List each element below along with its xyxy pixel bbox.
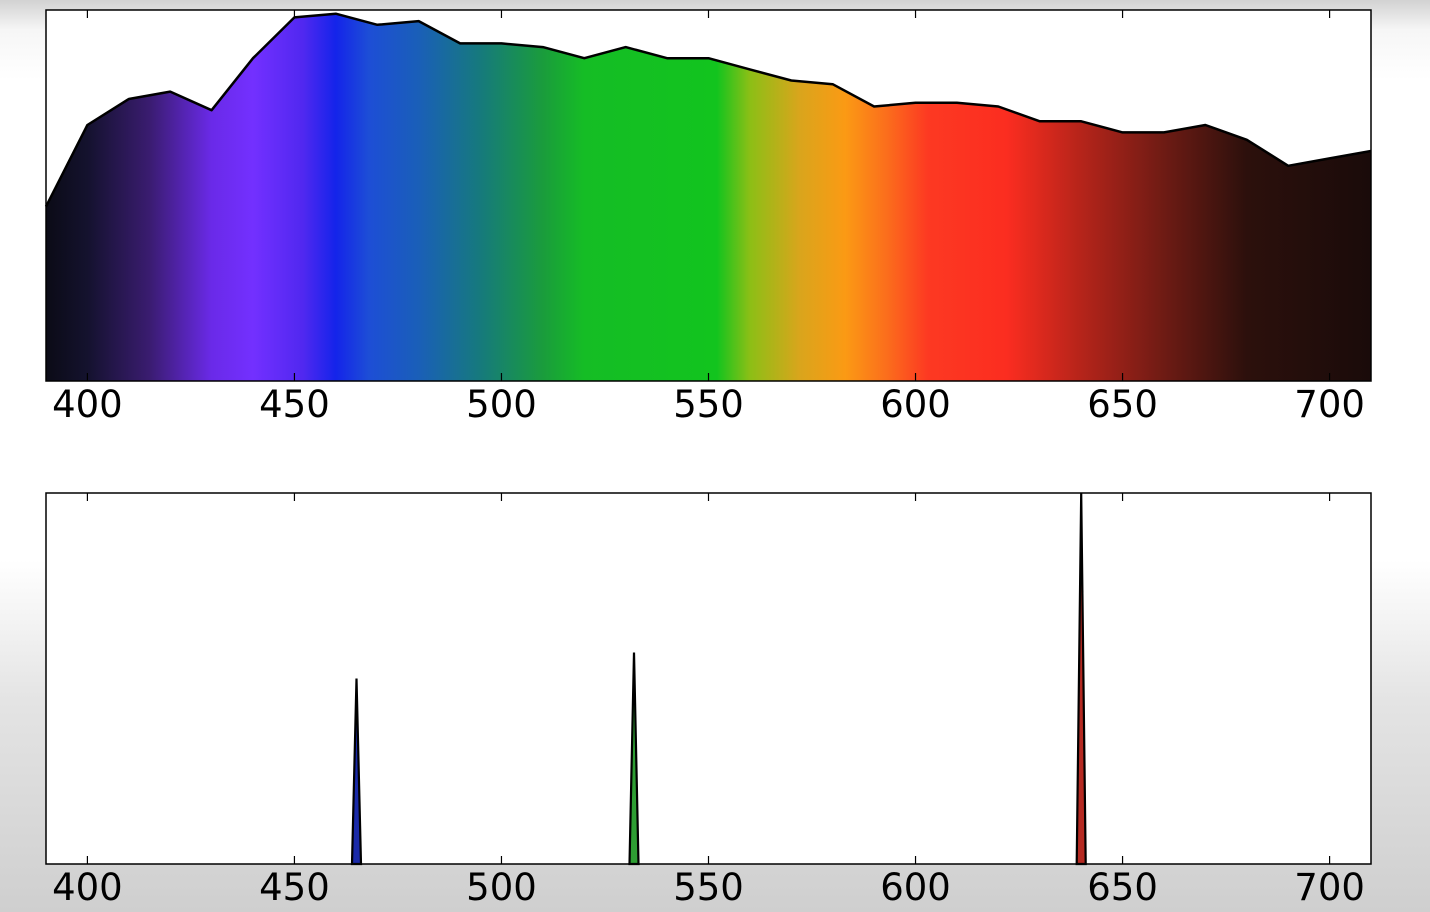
x-tick-label-450: 450 — [259, 383, 330, 426]
x-tick-label-400: 400 — [52, 866, 123, 909]
x-tick-label-550: 550 — [673, 866, 744, 909]
x-tick-label-600: 600 — [880, 383, 951, 426]
x-tick-label-650: 650 — [1087, 383, 1158, 426]
spectrum-area-fill — [46, 13, 1371, 381]
x-tick-label-500: 500 — [466, 383, 537, 426]
x-tick-label-450: 450 — [259, 866, 330, 909]
spectrum-curve-line — [44, 12, 1372, 208]
x-tick-label-650: 650 — [1087, 866, 1158, 909]
x-axis-tick-labels: 400 450 500 550 600 650 700 — [52, 866, 1365, 909]
x-axis-ticks — [86, 10, 1331, 381]
x-tick-label-600: 600 — [880, 866, 951, 909]
x-tick-label-700: 700 — [1294, 866, 1365, 909]
x-tick-label-500: 500 — [466, 866, 537, 909]
broadband-spectrum-chart: 400 450 500 550 600 650 700 — [44, 9, 1372, 426]
x-tick-label-700: 700 — [1294, 383, 1365, 426]
x-axis-ticks — [86, 493, 1331, 864]
x-axis-tick-labels: 400 450 500 550 600 650 700 — [52, 383, 1365, 426]
x-tick-label-550: 550 — [673, 383, 744, 426]
laser-lines-chart: 400 450 500 550 600 650 700 — [45, 492, 1372, 909]
x-tick-label-400: 400 — [52, 383, 123, 426]
plot-area-background — [46, 493, 1371, 864]
